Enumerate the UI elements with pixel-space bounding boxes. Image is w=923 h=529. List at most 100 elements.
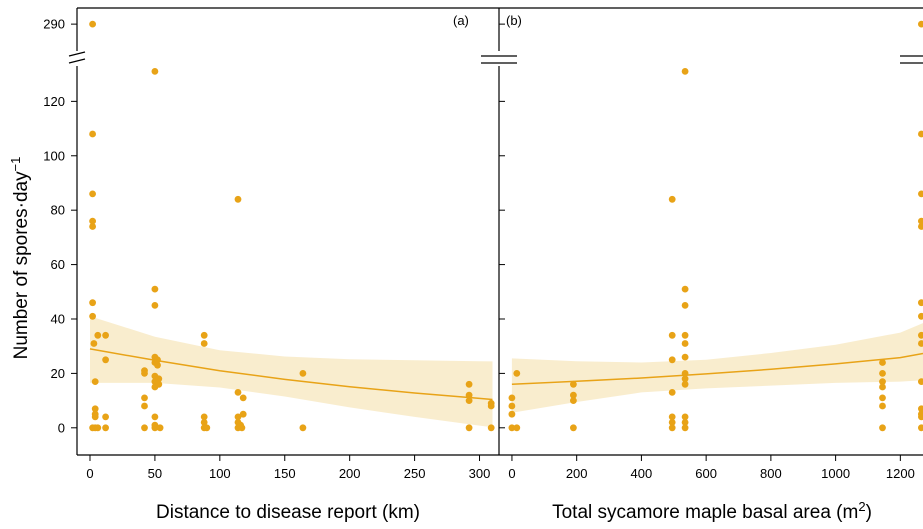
- panel-b-points: [508, 20, 923, 432]
- data-point: [918, 378, 923, 385]
- data-point: [681, 331, 689, 339]
- data-point: [465, 380, 473, 388]
- x-tick-label: 200: [566, 466, 588, 481]
- x-tick-label: 800: [760, 466, 782, 481]
- data-point: [668, 195, 676, 203]
- data-point: [879, 424, 886, 432]
- data-point: [918, 331, 923, 339]
- data-point: [90, 340, 98, 347]
- data-point: [141, 370, 148, 377]
- data-point: [299, 370, 307, 377]
- data-point: [102, 356, 109, 364]
- data-point: [918, 312, 923, 320]
- data-point: [94, 424, 102, 432]
- y-tick-label: 60: [51, 257, 65, 272]
- axis-break-mark: [68, 58, 86, 64]
- data-point: [91, 378, 99, 385]
- data-point: [94, 331, 102, 339]
- data-point: [681, 380, 689, 388]
- data-point: [918, 20, 923, 28]
- x-tick-label: 250: [404, 466, 426, 481]
- data-point: [668, 419, 676, 426]
- data-point: [681, 68, 689, 75]
- data-point: [151, 68, 159, 75]
- data-point: [918, 413, 923, 421]
- data-point: [234, 413, 242, 421]
- y-tick-label: 0: [58, 420, 65, 435]
- data-point: [239, 410, 247, 418]
- data-point: [89, 424, 96, 432]
- data-point: [299, 424, 307, 432]
- data-point: [570, 424, 577, 432]
- data-point: [465, 397, 473, 404]
- data-point: [102, 424, 109, 432]
- x-tick-label: 1000: [821, 466, 850, 481]
- data-point: [156, 424, 164, 432]
- x-tick-label: 0: [508, 466, 515, 481]
- data-point: [508, 394, 516, 402]
- data-point: [238, 424, 246, 432]
- x-tick-label: 0: [86, 466, 93, 481]
- panel-a-fit-line: [89, 348, 493, 401]
- panel-b: 0 200 400 600 800 1000 1200 (b) Total sycamore…: [506, 13, 923, 523]
- data-point: [668, 356, 676, 364]
- data-point: [681, 285, 689, 293]
- data-point: [465, 424, 473, 432]
- panel-a-label: (a): [453, 13, 469, 28]
- panel-a: 0 50 100 150 200 250 300 (a) Distance to disea…: [86, 13, 495, 523]
- panel-b-label: (b): [506, 13, 522, 28]
- panel-a-confidence-band: [90, 316, 493, 428]
- data-point: [234, 195, 242, 203]
- data-point: [487, 424, 495, 432]
- data-point: [918, 405, 923, 413]
- x-tick-label: 400: [631, 466, 653, 481]
- data-point: [200, 340, 208, 347]
- data-point: [508, 424, 516, 432]
- data-point: [668, 424, 676, 432]
- y-tick-label: 100: [43, 148, 65, 163]
- data-point: [200, 419, 208, 426]
- data-point: [918, 299, 923, 307]
- data-point: [141, 394, 148, 402]
- panel-b-confidence-band: [511, 323, 923, 413]
- data-point: [681, 424, 689, 432]
- data-point: [151, 413, 159, 421]
- data-point: [668, 331, 676, 339]
- data-point: [141, 424, 148, 432]
- x-tick-label: 600: [695, 466, 717, 481]
- data-point: [918, 130, 923, 138]
- panel-a-points: [89, 20, 495, 432]
- data-point: [681, 375, 689, 383]
- data-point: [513, 424, 521, 432]
- data-point: [508, 410, 516, 418]
- data-point: [668, 389, 676, 396]
- y-tick-label: 40: [51, 311, 65, 326]
- y-tick-label: 20: [51, 366, 65, 381]
- data-point: [141, 402, 148, 410]
- panel-b-x-ticks: 0 200 400 600 800 1000 1200: [508, 455, 915, 481]
- data-point: [879, 370, 886, 377]
- data-point: [879, 394, 886, 402]
- data-point: [681, 353, 689, 361]
- data-point: [681, 340, 689, 347]
- data-point: [879, 359, 886, 366]
- panel-b-x-axis-title: Total sycamore maple basal area (m2): [552, 499, 872, 524]
- data-point: [151, 424, 159, 432]
- axes-frame: [68, 7, 923, 456]
- data-point: [918, 340, 923, 347]
- data-point: [918, 223, 923, 230]
- data-point: [154, 361, 161, 369]
- panel-a-x-axis-title: Distance to disease report (km): [156, 502, 420, 523]
- data-point: [89, 217, 96, 225]
- data-point: [879, 402, 886, 410]
- data-point: [487, 402, 495, 410]
- x-tick-label: 150: [274, 466, 296, 481]
- data-point: [918, 217, 923, 225]
- data-point: [89, 190, 96, 198]
- data-point: [155, 380, 163, 388]
- data-point: [234, 389, 242, 396]
- axis-break-mark: [68, 51, 86, 57]
- data-point: [681, 302, 689, 309]
- y-tick-label: 120: [43, 94, 65, 109]
- data-point: [89, 130, 96, 138]
